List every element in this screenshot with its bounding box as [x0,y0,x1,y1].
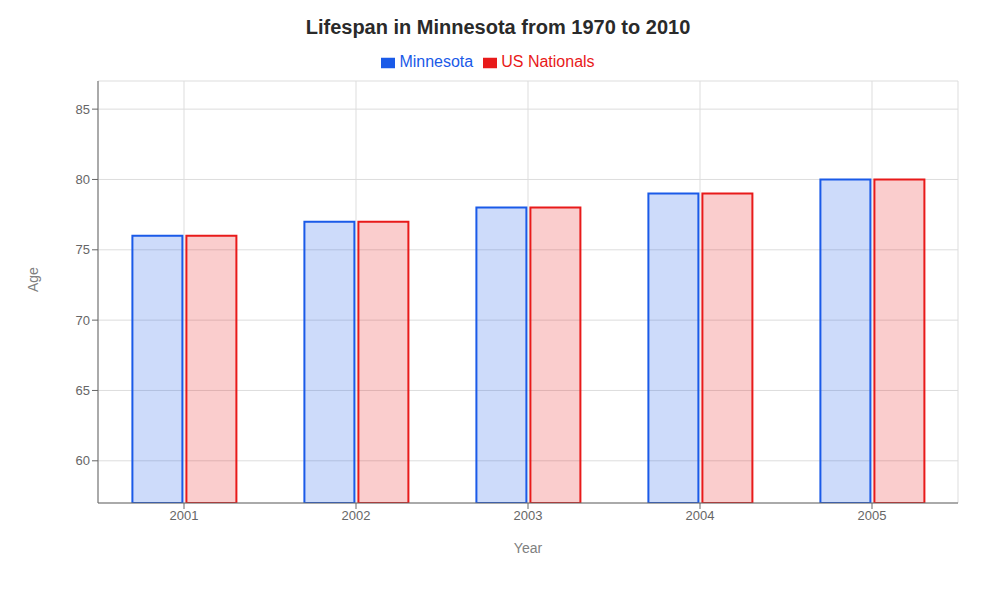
svg-text:65: 65 [76,383,90,398]
svg-text:2003: 2003 [514,508,543,523]
svg-text:75: 75 [76,242,90,257]
svg-text:70: 70 [76,313,90,328]
svg-text:2001: 2001 [170,508,199,523]
svg-text:60: 60 [76,453,90,468]
svg-text:2005: 2005 [858,508,887,523]
svg-text:Age: Age [25,267,41,292]
html-text:Lifespan in Minnesota from 197: Lifespan in Minnesota from 1970 to 2010 [305,16,691,38]
svg-text:85: 85 [76,102,90,117]
svg-text:2004: 2004 [686,508,715,523]
html-text:Minnesota: Minnesota [399,53,474,70]
html-text:US Nationals: US Nationals [501,53,595,70]
svg-text:2002: 2002 [342,508,371,523]
svg-text:Year: Year [514,540,543,556]
svg-text:80: 80 [76,172,90,187]
